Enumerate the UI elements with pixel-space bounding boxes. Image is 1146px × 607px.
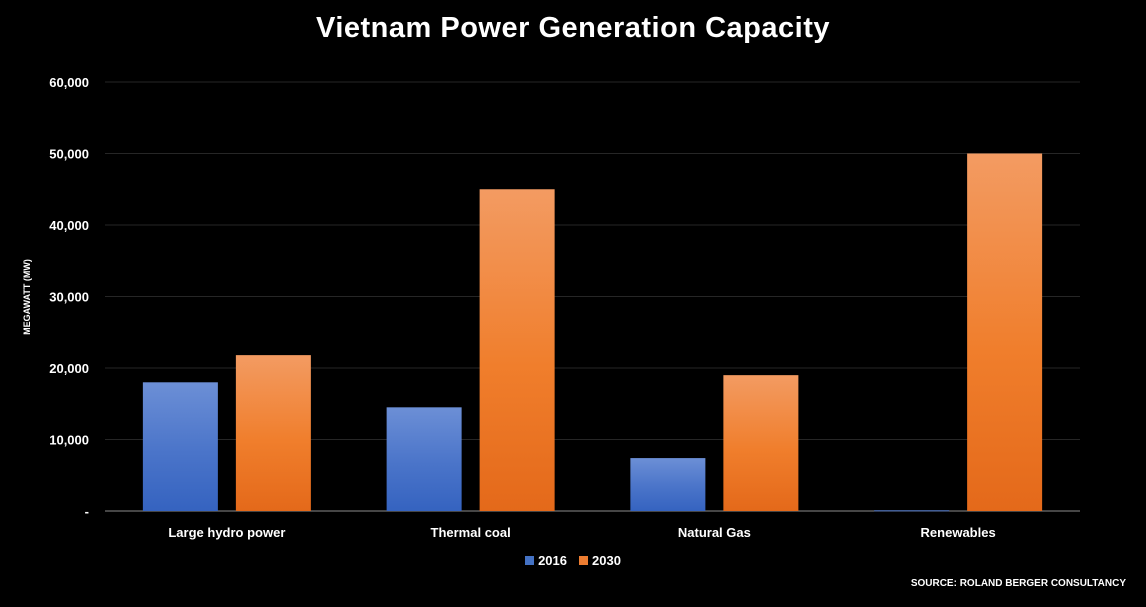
bars [142, 153, 1043, 512]
bar-2016-thermal-coal [386, 407, 462, 511]
y-tick-label: 50,000 [49, 147, 89, 162]
bar-2016-natural-gas [630, 458, 706, 511]
y-tick-label: 10,000 [49, 433, 89, 448]
legend-item-2016: 2016 [525, 553, 567, 568]
y-tick-label: 20,000 [49, 361, 89, 376]
legend-label-2016: 2016 [538, 553, 567, 568]
y-tick-label: - [85, 504, 89, 519]
y-tick-label: 30,000 [49, 290, 89, 305]
bar-2030-thermal-coal [479, 189, 555, 511]
y-tick-label: 60,000 [49, 75, 89, 90]
x-tick-label: Thermal coal [431, 525, 511, 540]
x-tick-label: Renewables [921, 525, 996, 540]
x-tick-label: Natural Gas [678, 525, 751, 540]
y-axis-ticks: - 10,000 20,000 30,000 40,000 50,000 60,000 [49, 75, 89, 519]
legend-swatch-2016 [525, 556, 535, 565]
bar-2030-large-hydro-power [235, 355, 311, 511]
x-tick-label: Large hydro power [168, 525, 285, 540]
y-tick-label: 40,000 [49, 218, 89, 233]
bar-2016-large-hydro-power [142, 382, 218, 511]
legend-item-2030: 2030 [579, 553, 621, 568]
bar-2030-renewables [967, 153, 1043, 511]
legend-swatch-2030 [579, 556, 588, 565]
x-axis-labels: Large hydro power Thermal coal Natural Gas… [168, 525, 995, 540]
y-axis-label: MEGAWATT (MW) [22, 259, 32, 335]
bar-2016-renewables [874, 510, 950, 512]
legend: 2016 2030 [0, 553, 1146, 568]
bar-2030-natural-gas [723, 375, 799, 511]
chart-title: Vietnam Power Generation Capacity [316, 12, 830, 44]
legend-label-2030: 2030 [592, 553, 621, 568]
source-note: SOURCE: ROLAND BERGER CONSULTANCY [910, 578, 1126, 589]
